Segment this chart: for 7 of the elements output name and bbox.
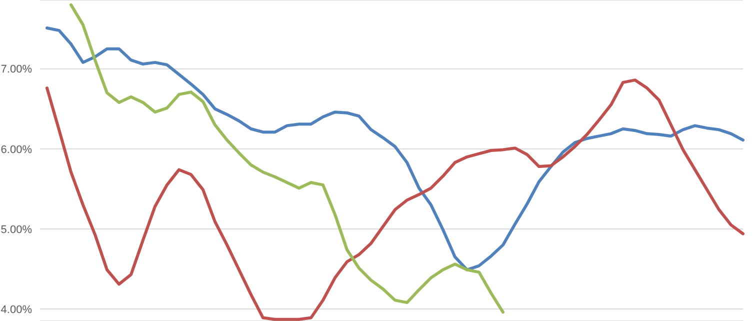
line-series (46, 78, 744, 321)
line-series (46, 26, 744, 272)
line-series (70, 3, 504, 314)
y-tick-label: 4.00% (0, 304, 32, 316)
y-tick-label: 6.00% (0, 144, 32, 156)
y-tick-label: 5.00% (0, 224, 32, 236)
y-tick-label: 7.00% (0, 64, 32, 76)
